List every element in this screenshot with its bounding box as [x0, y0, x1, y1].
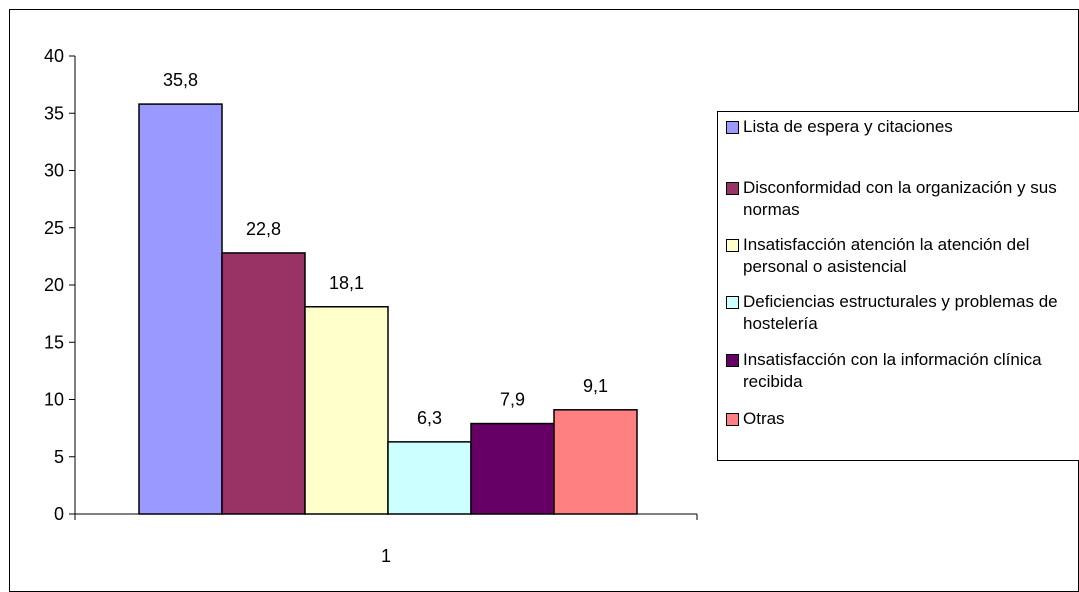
y-tick-label: 25 [44, 218, 64, 238]
data-label-1: 35,8 [163, 70, 198, 90]
legend-swatch-1 [726, 121, 739, 134]
y-tick-label: 15 [44, 332, 64, 352]
legend-swatch-4 [726, 296, 739, 309]
legend-swatch-2 [726, 182, 739, 195]
y-tick-label: 5 [54, 447, 64, 467]
data-label-3: 18,1 [329, 273, 364, 293]
data-labels: 35,8 22,8 18,1 6,3 7,9 9,1 [163, 70, 608, 428]
bar-6 [553, 409, 638, 515]
bars [138, 103, 638, 515]
data-label-2: 22,8 [246, 219, 281, 239]
data-label-4: 6,3 [417, 408, 442, 428]
data-label-5: 7,9 [500, 390, 525, 410]
bar-4 [387, 441, 472, 515]
y-tick-label: 10 [44, 390, 64, 410]
legend-item-2: Disconformidad con la organización y sus… [726, 177, 1079, 221]
legend-item-5: Insatisfacción con la información clínic… [726, 349, 1079, 393]
bar-5 [470, 422, 555, 515]
y-tick-label: 20 [44, 275, 64, 295]
legend-swatch-3 [726, 239, 739, 252]
y-tick-label: 40 [44, 46, 64, 66]
legend-label-3: Insatisfacción atención la atención del … [743, 235, 1030, 276]
x-tick-label: 1 [381, 546, 391, 566]
bar-2 [221, 252, 306, 515]
y-tick-label: 35 [44, 103, 64, 123]
bar-1 [138, 103, 223, 515]
legend-label-4: Deficiencias estructurales y problemas d… [743, 292, 1058, 333]
legend-label-5: Insatisfacción con la información clínic… [743, 350, 1042, 391]
legend-item-4: Deficiencias estructurales y problemas d… [726, 291, 1079, 335]
legend-label-6: Otras [743, 409, 785, 428]
legend-swatch-6 [726, 413, 739, 426]
legend-swatch-5 [726, 354, 739, 367]
legend-item-1: Lista de espera y citaciones [726, 116, 1079, 138]
legend-item-6: Otras [726, 408, 1079, 430]
data-label-6: 9,1 [583, 376, 608, 396]
legend-item-3: Insatisfacción atención la atención del … [726, 234, 1079, 278]
legend-label-2: Disconformidad con la organización y sus… [743, 178, 1057, 219]
bar-3 [304, 306, 389, 515]
y-tick-label: 30 [44, 161, 64, 181]
y-tick-label: 0 [54, 504, 64, 524]
legend: Lista de espera y citaciones Disconformi… [717, 111, 1079, 461]
legend-label-1: Lista de espera y citaciones [743, 117, 953, 136]
